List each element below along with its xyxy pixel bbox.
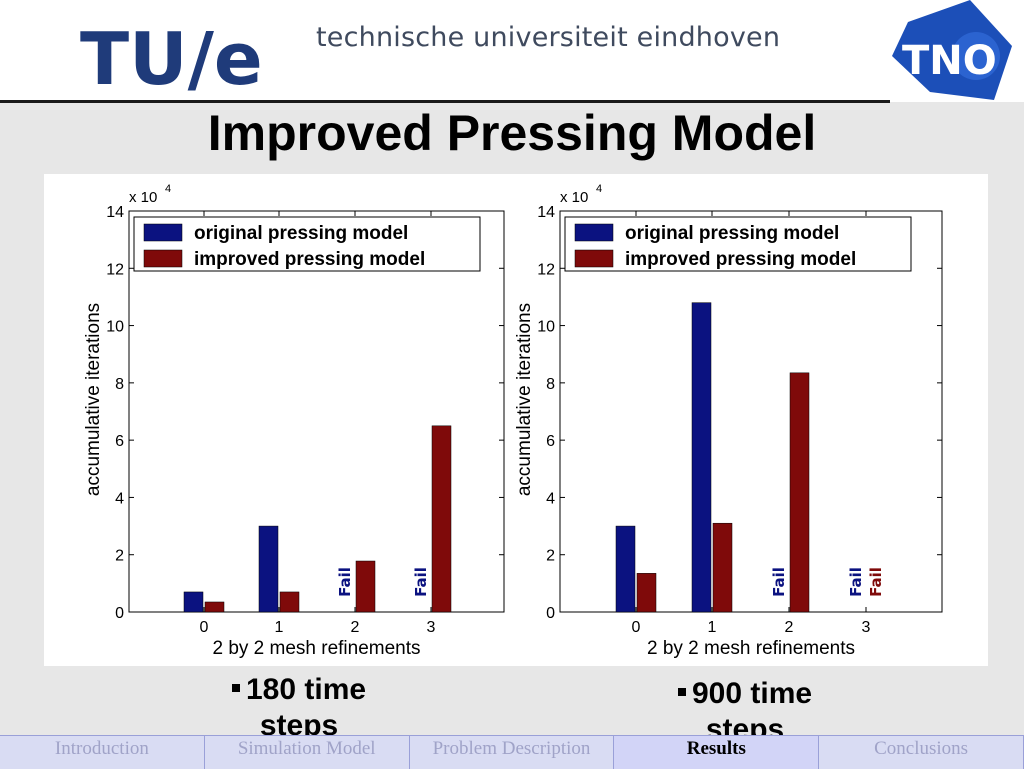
- chart2-legend-label: original pressing model: [625, 223, 839, 244]
- chart2-ytick-label: 12: [537, 261, 555, 278]
- tue-logo: TU/e: [80, 20, 263, 101]
- chart2-legend-swatch-original: [574, 223, 614, 242]
- chart1-ytick-label: 6: [115, 433, 124, 450]
- bullet-square-icon: [232, 684, 240, 693]
- chart1-bar-improved-3: [431, 425, 452, 613]
- chart1-fail-label: Fail: [412, 567, 430, 597]
- bullet-line1: 180 time: [246, 673, 367, 706]
- bullet-900-steps: 900 time steps: [678, 676, 812, 748]
- page-title: Improved Pressing Model: [207, 105, 817, 161]
- chart1-x-axis-title: 2 by 2 mesh refinements: [212, 638, 420, 659]
- chart1-y-multiplier-exponent: 4: [165, 183, 171, 195]
- chart2-fail-label: Fail: [847, 567, 865, 597]
- tno-logo-text: TNO: [902, 38, 997, 84]
- chart2-ytick-label: 2: [546, 548, 555, 565]
- chart1-y-axis-title: accumulative iterations: [83, 303, 104, 496]
- chart1-y-multiplier: x 10: [129, 189, 157, 206]
- chart-area: 0 2 4 6 8 10 12 14 x 10 4 0 1 2 3 Fail Fail original pre…: [44, 174, 988, 666]
- chart2-plot-frame: [559, 210, 943, 613]
- chart1-ytick-label: 12: [106, 261, 124, 278]
- chart2-legend-label: improved pressing model: [625, 249, 856, 270]
- chart2-ytick-label: 0: [546, 605, 555, 622]
- bullet-180-steps: 180 time steps: [232, 672, 366, 744]
- chart1-ytick-label: 14: [106, 204, 124, 221]
- chart1-bar-improved-2: [355, 560, 376, 613]
- chart2-legend-swatch-improved: [574, 249, 614, 268]
- chart1-legend-swatch-improved: [143, 249, 183, 268]
- chart1-ytick-label: 0: [115, 605, 124, 622]
- chart2-x-axis-title: 2 by 2 mesh refinements: [647, 638, 855, 659]
- chart2-ytick-label: 4: [546, 490, 555, 507]
- chart1-xtick-label: 0: [200, 619, 209, 636]
- chart1-bar-improved-0: [204, 601, 225, 613]
- bullet-square-icon: [678, 688, 686, 697]
- chart2-fail-label: Fail: [867, 567, 885, 597]
- chart1-xtick-label: 3: [427, 619, 436, 636]
- chart2-bar-improved-0: [636, 573, 657, 613]
- chart2-legend-box: [564, 216, 912, 272]
- chart1-xtick-label: 1: [275, 619, 284, 636]
- chart2-bar-improved-2: [789, 372, 810, 613]
- chart1-legend-label: original pressing model: [194, 223, 408, 244]
- chart1-bar-improved-1: [279, 591, 300, 613]
- chart1-ytick-label: 8: [115, 376, 124, 393]
- tue-logo-text: TU/e: [80, 20, 263, 101]
- header-rule: [0, 100, 890, 103]
- chart1-bar-original-0: [183, 591, 204, 613]
- chart1-legend-label: improved pressing model: [194, 249, 425, 270]
- chart2-ytick-label: 10: [537, 319, 555, 336]
- chart2-ytick-label: 8: [546, 376, 555, 393]
- chart2-xtick-label: 2: [785, 619, 794, 636]
- chart2-y-multiplier: x 10: [560, 189, 588, 206]
- chart1-plot-frame: [128, 210, 505, 613]
- bullet-line1: 900 time: [692, 677, 813, 710]
- nav-introduction[interactable]: Introduction: [0, 736, 205, 769]
- header: TU/e technische universiteit eindhoven T…: [0, 0, 1024, 103]
- tno-logo: TNO: [892, 0, 1012, 100]
- chart1-ytick-label: 4: [115, 490, 124, 507]
- chart2-xtick-label: 1: [708, 619, 717, 636]
- chart2-ytick-label: 14: [537, 204, 555, 221]
- chart2-bar-improved-1: [712, 522, 733, 613]
- chart2-xtick-label: 3: [862, 619, 871, 636]
- chart1-xtick-label: 2: [351, 619, 360, 636]
- chart1-bar-original-1: [258, 525, 279, 613]
- chart2-xtick-label: 0: [632, 619, 641, 636]
- chart2-y-axis-title: accumulative iterations: [514, 303, 535, 496]
- chart2-fail-label: Fail: [770, 567, 788, 597]
- nav-simulation-model[interactable]: Simulation Model: [205, 736, 410, 769]
- chart2-y-multiplier-exponent: 4: [596, 183, 602, 195]
- tno-logo-circle: [952, 32, 1000, 80]
- chart1-legend-swatch-original: [143, 223, 183, 242]
- chart1-legend-box: [133, 216, 481, 272]
- nav-conclusions[interactable]: Conclusions: [819, 736, 1024, 769]
- chart2-bar-original-0: [615, 525, 636, 613]
- chart1-ytick-label: 2: [115, 548, 124, 565]
- chart1-ytick-label: 10: [106, 319, 124, 336]
- nav-problem-description[interactable]: Problem Description: [410, 736, 615, 769]
- university-name: technische universiteit eindhoven: [316, 22, 781, 53]
- nav-results[interactable]: Results: [614, 736, 820, 769]
- nav-bar: Introduction Simulation Model Problem De…: [0, 735, 1024, 769]
- chart2-ytick-label: 6: [546, 433, 555, 450]
- chart2-bar-original-1: [691, 302, 712, 613]
- chart1-fail-label: Fail: [336, 567, 354, 597]
